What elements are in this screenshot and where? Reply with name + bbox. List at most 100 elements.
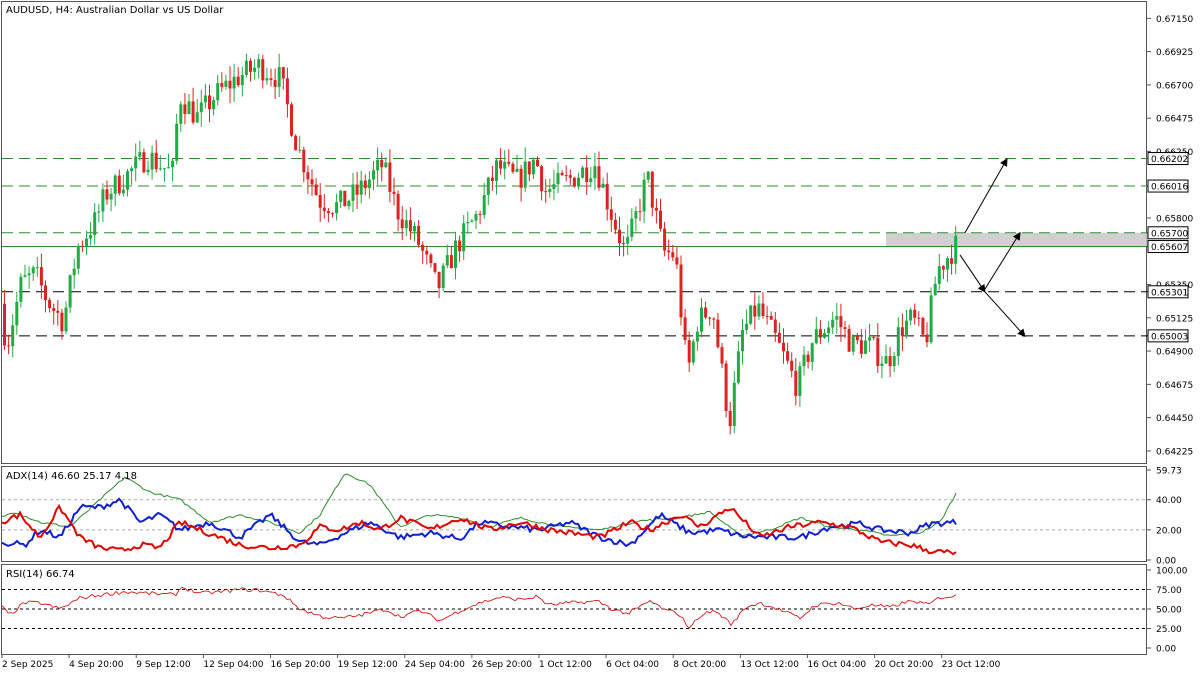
candle-body bbox=[56, 310, 60, 313]
candle-body bbox=[679, 264, 683, 318]
candle-body bbox=[630, 218, 634, 237]
candle-body bbox=[191, 101, 195, 123]
candle-body bbox=[408, 220, 412, 232]
candle-body bbox=[396, 193, 400, 220]
level-label: 0.65700 bbox=[1151, 229, 1188, 239]
candle-body bbox=[925, 334, 929, 343]
candle-body bbox=[380, 159, 384, 168]
candle-body bbox=[134, 156, 138, 169]
time-axis: 2 Sep 2025 4 Sep 20:00 9 Sep 12:00 12 Sep 0… bbox=[1, 654, 1001, 670]
candle-body bbox=[470, 220, 474, 222]
level-tag bbox=[1147, 226, 1189, 240]
candle-body bbox=[433, 263, 437, 272]
candle-body bbox=[527, 161, 531, 175]
candle-body bbox=[257, 59, 261, 68]
candle-body bbox=[503, 161, 507, 169]
resistance-zone bbox=[886, 232, 1148, 247]
candle-body bbox=[285, 78, 289, 105]
candle-body bbox=[359, 180, 363, 195]
candle-body bbox=[331, 213, 334, 215]
candle-body bbox=[728, 410, 732, 426]
candle-body bbox=[347, 200, 351, 207]
candle-body bbox=[474, 214, 478, 221]
level-tag bbox=[1147, 329, 1189, 343]
candle-body bbox=[339, 190, 343, 202]
candle-body bbox=[355, 184, 359, 195]
candle-body bbox=[290, 104, 293, 136]
adx-axis: 59.73 40.00 20.00 0.00 bbox=[1147, 467, 1182, 567]
candle-body bbox=[224, 80, 228, 87]
candle-body bbox=[741, 329, 744, 352]
candle-body bbox=[749, 305, 753, 324]
price-tick-label: 0.66475 bbox=[1156, 115, 1193, 125]
price-tick-label: 0.65125 bbox=[1156, 314, 1193, 324]
price-tick-label: 0.67150 bbox=[1156, 15, 1193, 25]
candle-body bbox=[650, 171, 654, 208]
candle-body bbox=[663, 228, 667, 251]
candle-body bbox=[113, 175, 117, 194]
candle-body bbox=[700, 307, 703, 332]
candle-body bbox=[716, 319, 720, 348]
candle-body bbox=[921, 318, 925, 335]
candle-body bbox=[511, 163, 515, 172]
adx-axis-label: 0.00 bbox=[1156, 557, 1176, 567]
candle-body bbox=[130, 168, 134, 172]
candle-body bbox=[171, 160, 175, 168]
rsi-axis-label: 25.00 bbox=[1156, 625, 1182, 635]
candle-body bbox=[531, 159, 535, 175]
candle-body bbox=[950, 258, 954, 264]
candle-body bbox=[60, 312, 64, 332]
candle-body bbox=[765, 315, 769, 317]
candle-body bbox=[203, 95, 207, 103]
candlestick-series bbox=[3, 53, 958, 435]
projection-arrow bbox=[964, 157, 1008, 234]
candle-body bbox=[843, 327, 847, 329]
candle-body bbox=[265, 78, 269, 81]
candle-body bbox=[757, 303, 761, 317]
candle-body bbox=[228, 80, 232, 89]
projection-arrow bbox=[984, 231, 1021, 290]
rsi-axis: 100.00 75.00 50.00 25.00 0.00 bbox=[1147, 567, 1188, 655]
candle-body bbox=[823, 333, 826, 338]
adx-axis-label: 20.00 bbox=[1156, 526, 1182, 536]
candle-body bbox=[306, 172, 310, 180]
candle-body bbox=[745, 323, 749, 330]
adx-axis-label: 59.73 bbox=[1156, 467, 1182, 477]
candle-body bbox=[622, 243, 626, 245]
candle-body bbox=[937, 266, 941, 284]
candle-body bbox=[404, 220, 408, 229]
candle-body bbox=[89, 235, 93, 239]
candle-body bbox=[556, 172, 560, 185]
candle-body bbox=[941, 266, 945, 270]
adx-panel[interactable] bbox=[1, 466, 1147, 562]
candle-body bbox=[946, 258, 949, 270]
price-tick-label: 0.64900 bbox=[1156, 348, 1193, 358]
time-label: 16 Sep 20:00 bbox=[270, 660, 330, 670]
time-label: 9 Sep 12:00 bbox=[136, 660, 191, 670]
price-tick-label: 0.65800 bbox=[1156, 214, 1193, 224]
candle-body bbox=[609, 209, 613, 220]
candle-body bbox=[704, 307, 708, 318]
rsi-line-path bbox=[1, 587, 957, 629]
candle-body bbox=[806, 354, 810, 362]
candle-body bbox=[548, 188, 552, 193]
time-label: 24 Sep 04:00 bbox=[405, 660, 465, 670]
time-label: 23 Oct 12:00 bbox=[942, 660, 1001, 670]
candle-body bbox=[790, 360, 794, 371]
candle-body bbox=[847, 328, 851, 352]
candle-body bbox=[736, 351, 740, 383]
candle-body bbox=[671, 252, 675, 258]
candle-body bbox=[712, 318, 716, 320]
candle-body bbox=[515, 168, 519, 172]
level-tag bbox=[1147, 152, 1189, 166]
candle-body bbox=[121, 189, 125, 194]
candle-body bbox=[158, 168, 162, 170]
candle-body bbox=[44, 285, 47, 300]
candle-body bbox=[802, 354, 806, 367]
candle-body bbox=[597, 166, 601, 188]
candle-body bbox=[175, 123, 179, 161]
level-label: 0.65607 bbox=[1151, 243, 1188, 253]
candle-body bbox=[486, 177, 490, 195]
candle-body bbox=[536, 159, 539, 167]
